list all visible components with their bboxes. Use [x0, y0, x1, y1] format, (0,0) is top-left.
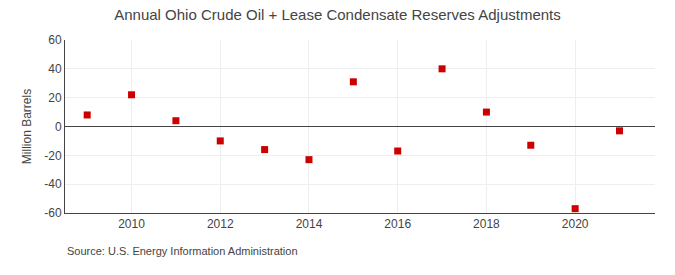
svg-text:60: 60	[48, 33, 62, 47]
svg-text:Source: U.S. Energy Informatio: Source: U.S. Energy Information Administ…	[67, 245, 298, 257]
svg-text:2014: 2014	[296, 217, 323, 231]
svg-text:-20: -20	[44, 149, 62, 163]
svg-text:-40: -40	[44, 177, 62, 191]
svg-text:2016: 2016	[384, 217, 411, 231]
svg-text:Annual Ohio Crude Oil + Lease: Annual Ohio Crude Oil + Lease Condensate…	[114, 6, 561, 23]
svg-text:Million Barrels: Million Barrels	[20, 89, 34, 164]
svg-text:20: 20	[48, 91, 62, 105]
svg-text:0: 0	[55, 120, 62, 134]
svg-text:40: 40	[48, 62, 62, 76]
svg-text:2012: 2012	[207, 217, 234, 231]
svg-text:2020: 2020	[562, 217, 589, 231]
svg-text:-60: -60	[44, 206, 62, 220]
svg-text:2010: 2010	[118, 217, 145, 231]
svg-text:2018: 2018	[473, 217, 500, 231]
